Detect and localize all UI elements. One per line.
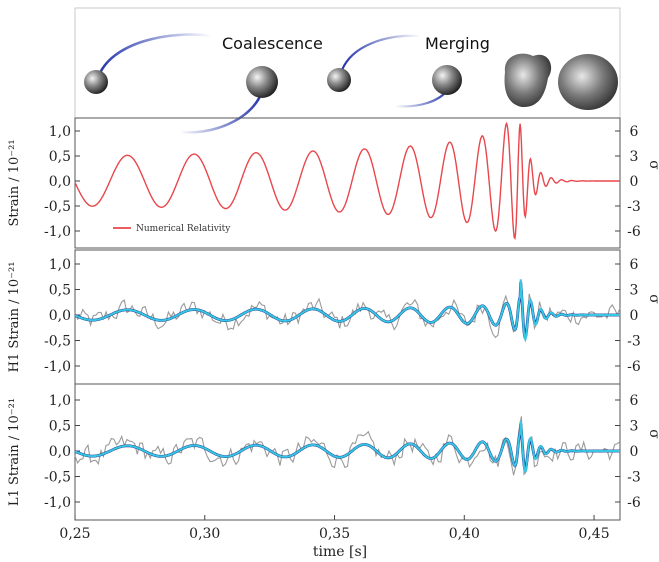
series-line-numerical-relativity: [74, 121, 620, 240]
x-tick-label: 0,45: [578, 526, 609, 542]
y2-axis-title: σ: [646, 429, 659, 439]
y2-tick-label: 3: [630, 149, 639, 165]
panel-numerical-relativity: 1,0 6 0,5 3 0,0 0 -0,5 -3 -1,0 -6 σ Strain / 10⁻²¹ N…: [7, 117, 659, 249]
y-tick-label: 1,0: [49, 257, 71, 273]
y2-tick-label: 3: [630, 419, 639, 435]
panel-h1: 1,0 6 0,5 3 0,0 0 -0,5 -3 -1,0 -6 σ H1 Strain / 10⁻…: [7, 249, 659, 385]
y2-tick-label: -3: [627, 334, 641, 350]
y-tick-label: -1,0: [44, 359, 71, 375]
stage-label-merging: Merging: [425, 34, 490, 53]
y-tick-label: 0,5: [49, 419, 71, 435]
orbit-trail-3: [340, 34, 421, 71]
orbit-trail-2: [179, 91, 264, 134]
series-line-reconstruction-2: [74, 279, 620, 343]
y-tick-label: -1,0: [44, 224, 71, 240]
y-tick-label: -0,5: [44, 334, 71, 350]
y-tick-label: 0,0: [49, 174, 71, 190]
y-tick-label: 0,0: [49, 308, 71, 324]
orbit-trail-1: [96, 33, 213, 79]
y-axis-title: H1 Strain / 10⁻²¹: [7, 262, 22, 373]
y2-tick-label: 0: [630, 174, 639, 190]
illustration-panel: Coalescence Merging: [74, 7, 621, 249]
y2-tick-label: 3: [630, 283, 639, 299]
y-tick-label: 0,5: [49, 149, 71, 165]
panel-l1: 1,0 6 0,5 3 0,0 0 -0,5 -3 -1,0 -6 σ L1 Strain / 10⁻…: [7, 383, 659, 542]
stage-label-coalescence: Coalescence: [222, 34, 323, 53]
x-tick-label: 0,35: [319, 526, 350, 542]
y-tick-label: 1,0: [49, 393, 71, 409]
x-axis-title: time [s]: [313, 544, 367, 560]
black-hole-3: [327, 68, 351, 92]
y-tick-label: 0,0: [49, 444, 71, 460]
y2-axis-title: σ: [646, 160, 659, 170]
series-line-noisy-data-0: [74, 416, 621, 476]
y2-tick-label: -6: [627, 224, 641, 240]
merging-black-hole: [504, 53, 552, 108]
x-tick-label: 0,40: [449, 526, 480, 542]
y2-tick-label: -3: [627, 199, 641, 215]
y-tick-label: 1,0: [49, 124, 71, 140]
y2-tick-label: 6: [630, 393, 639, 409]
series-line-reconstruction-2: [74, 420, 620, 475]
y2-axis-title: σ: [646, 294, 659, 304]
y2-tick-label: -6: [627, 359, 641, 375]
y2-tick-label: 0: [630, 308, 639, 324]
black-hole-1: [84, 70, 108, 94]
y2-tick-label: -6: [627, 495, 641, 511]
y2-tick-label: 6: [630, 257, 639, 273]
y-tick-label: -1,0: [44, 495, 71, 511]
y2-tick-label: -3: [627, 470, 641, 486]
y2-tick-label: 0: [630, 444, 639, 460]
legend-label: Numerical Relativity: [136, 224, 231, 234]
x-tick-label: 0,25: [59, 526, 90, 542]
black-hole-2: [246, 66, 278, 98]
y-axis-title: Strain / 10⁻²¹: [7, 139, 22, 226]
x-tick-label: 0,30: [189, 526, 220, 542]
y-tick-label: 0,5: [49, 283, 71, 299]
strain-panels: 1,0 6 0,5 3 0,0 0 -0,5 -3 -1,0 -6 σ Strain / 10⁻²¹ N…: [7, 117, 659, 542]
y-tick-label: -0,5: [44, 199, 71, 215]
black-hole-4: [432, 65, 462, 95]
y-axis-title: L1 Strain / 10⁻²¹: [7, 398, 22, 506]
y-tick-label: -0,5: [44, 470, 71, 486]
remnant-black-hole: [558, 54, 618, 110]
series-line-noisy-data-0: [74, 291, 621, 339]
y2-tick-label: 6: [630, 124, 639, 140]
